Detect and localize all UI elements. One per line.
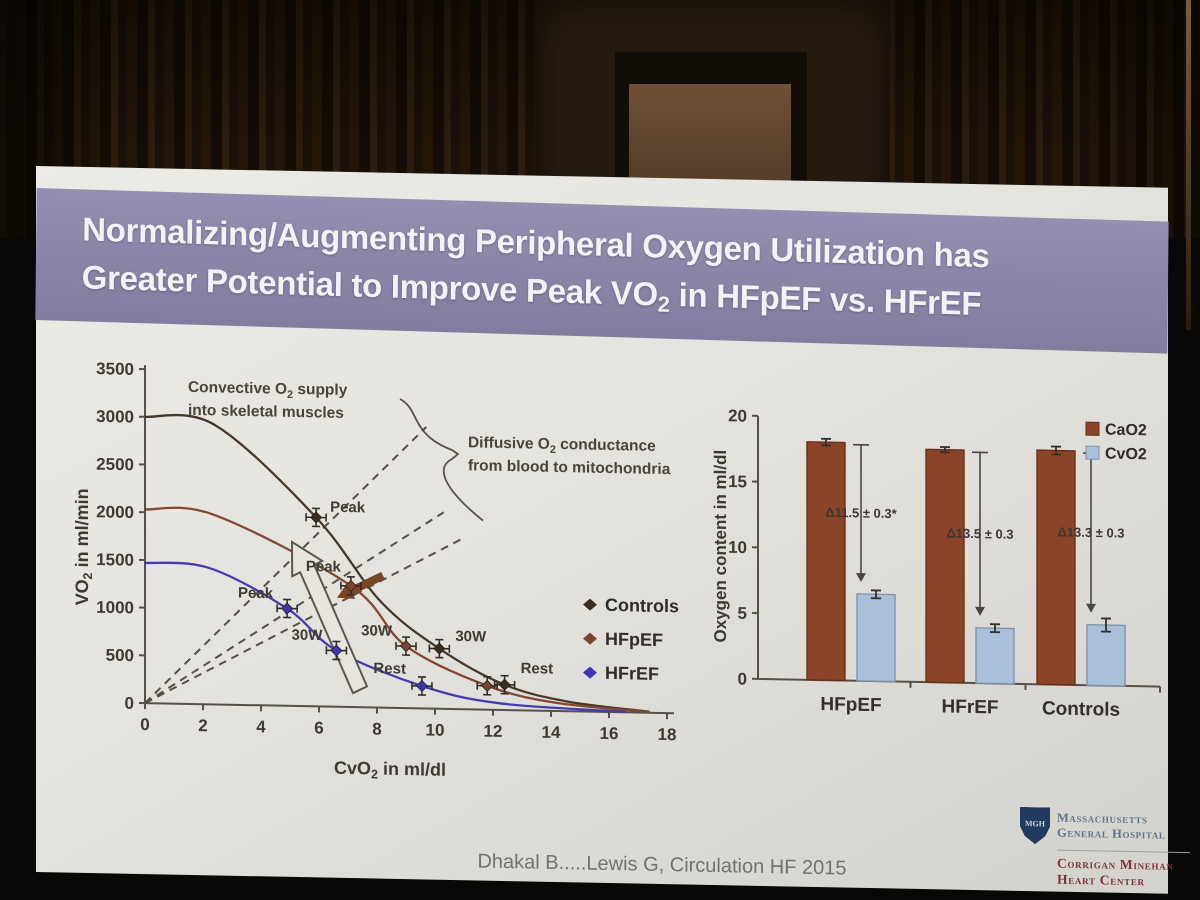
x-tick-label: 12	[484, 722, 503, 741]
y-tick-label: 10	[728, 538, 747, 557]
x-tick-label: 0	[140, 715, 149, 734]
data-point-Controls	[498, 678, 511, 691]
point-label: Peak	[306, 558, 342, 576]
convective-supply-label: into skeletal muscles	[188, 402, 344, 422]
do2-conductance-line	[144, 426, 428, 704]
heart-center-line2: Heart Center	[1057, 871, 1145, 889]
point-label: Rest	[521, 660, 554, 678]
legend-label-HFrEF: HFrEF	[605, 663, 659, 684]
y-tick-label: 2500	[96, 455, 134, 475]
category-label-HFrEF: HFrEF	[942, 696, 999, 718]
CvO2-bar-Controls	[1086, 623, 1126, 687]
vo2-vs-cvo2-line-chart: 0 500 1000 1500 2000 2500 3000 3500 0 2 4 6 8 10 12 14 1…	[72, 359, 679, 783]
y-tick-label: 5	[738, 604, 747, 623]
y-tick-label: 2000	[96, 502, 134, 522]
category-label-HFpEF: HFpEF	[820, 694, 881, 716]
category-label-Controls: Controls	[1042, 698, 1120, 720]
oxygen-content-bar-chart: 0 5 10 15 20 Oxygen content in ml/dl Δ11.5 ± 0…	[711, 406, 1161, 721]
x-tick-label: 2	[198, 716, 207, 735]
delta-arrow-head	[975, 606, 985, 616]
legend-label-CaO2: CaO2	[1105, 422, 1147, 440]
x-tick-label: 18	[658, 725, 677, 744]
hospital-name: Massachusetts General Hospital	[1057, 808, 1166, 843]
point-label: Rest	[373, 660, 406, 678]
delta-arrow-head	[856, 572, 866, 583]
diffusive-conductance-label: Diffusive O2 conductance	[468, 434, 656, 458]
presentation-slide: Normalizing/Augmenting Peripheral Oxygen…	[35, 166, 1190, 894]
slide-title-subscript: 2	[657, 291, 670, 317]
y-tick-label: 0	[125, 694, 134, 713]
x-tick-label: 8	[372, 719, 381, 738]
slide-title-line2-rest: in HFpEF vs. HFrEF	[669, 275, 982, 323]
x-tick-label: 6	[314, 718, 323, 737]
legend-marker-Controls	[583, 598, 597, 611]
y-tick-label: 15	[728, 472, 747, 491]
data-point-HFpEF	[399, 640, 413, 653]
curtain-highlight	[1186, 0, 1191, 330]
y-axis-title: Oxygen content in ml/dl	[711, 450, 730, 643]
augment-arrow-outline	[290, 540, 369, 695]
y-tick-label: 500	[106, 646, 134, 666]
data-point-HFrEF	[281, 602, 294, 615]
series-curve-HFpEF	[144, 506, 650, 714]
legend-swatch-CaO2	[1085, 421, 1100, 436]
CaO2-bar-HFpEF	[806, 441, 846, 682]
delta-label: Δ13.3 ± 0.3	[1057, 524, 1124, 540]
point-label: 30W	[455, 628, 487, 646]
do2-conductance-line	[144, 511, 445, 704]
x-axis-title: CvO2 in ml/dl	[334, 758, 446, 783]
point-label: Peak	[238, 585, 274, 603]
CvO2-bar-HFrEF	[975, 627, 1015, 685]
data-point-HFrEF	[415, 679, 429, 693]
y-tick-label: 3500	[96, 359, 134, 379]
y-axis-title: VO2 in ml/min	[72, 488, 95, 605]
y-tick-label: 1500	[96, 550, 134, 570]
series-curve-Controls	[144, 413, 650, 713]
mgh-logo: MGH Massachusetts General Hospital Corri…	[1020, 807, 1190, 891]
CaO2-bar-Controls	[1036, 449, 1076, 686]
y-tick-label: 20	[728, 406, 747, 425]
data-point-HFrEF	[330, 644, 343, 657]
do2-conductance-line	[144, 538, 462, 704]
data-point-Controls	[310, 511, 323, 524]
legend-label-CvO2: CvO2	[1105, 446, 1147, 464]
data-point-HFpEF	[344, 579, 357, 592]
point-label: Peak	[330, 499, 366, 517]
legend-marker-HFpEF	[583, 632, 597, 645]
y-tick-label: 0	[738, 669, 747, 688]
delta-label: Δ13.5 ± 0.3	[946, 525, 1013, 541]
point-label: 30W	[292, 627, 324, 645]
diffusive-conductance-label: from blood to mitochondria	[468, 457, 671, 478]
hospital-name-line2: General Hospital	[1057, 825, 1166, 842]
delta-arrow-head	[1086, 603, 1096, 613]
x-tick-label: 14	[542, 723, 561, 742]
x-tick-label: 16	[600, 724, 619, 743]
convective-supply-label: Convective O2 supply	[188, 379, 348, 402]
legend-label-HFpEF: HFpEF	[605, 629, 663, 650]
CvO2-bar-HFpEF	[856, 593, 896, 683]
point-label: 30W	[361, 622, 393, 640]
slide-title-band: Normalizing/Augmenting Peripheral Oxygen…	[35, 188, 1169, 354]
data-point-HFpEF	[481, 679, 494, 692]
legend-swatch-CvO2	[1085, 445, 1100, 460]
y-tick-label: 3000	[96, 407, 134, 427]
y-tick-label: 1000	[96, 598, 134, 618]
CaO2-bar-HFrEF	[925, 448, 965, 684]
delta-label: Δ11.5 ± 0.3*	[825, 505, 897, 521]
x-tick-label: 4	[256, 717, 266, 736]
legend-label-Controls: Controls	[605, 595, 679, 616]
mgh-shield-icon: MGH	[1020, 807, 1050, 845]
data-point-Controls	[433, 642, 446, 655]
legend-marker-HFrEF	[583, 666, 597, 679]
brace-annotation	[399, 398, 484, 522]
heart-center-name: Corrigan Minehan Heart Center	[1057, 849, 1190, 891]
x-axis	[145, 702, 674, 715]
x-tick-label: 10	[426, 720, 445, 739]
